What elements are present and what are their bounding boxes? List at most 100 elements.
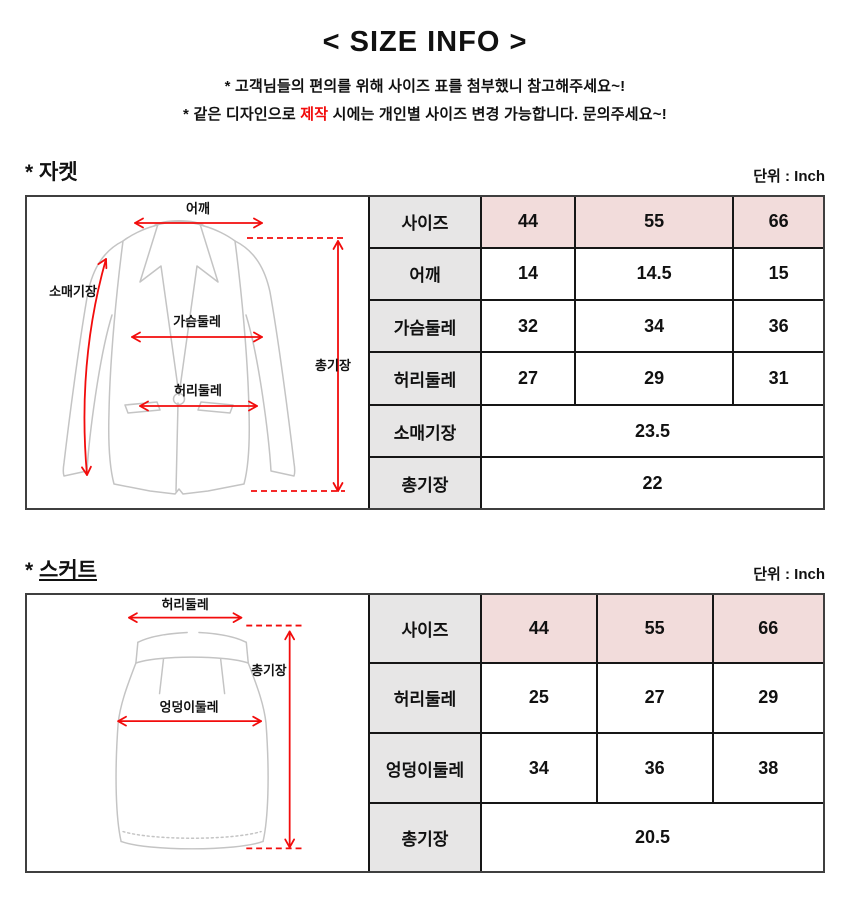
jacket-row-chest-label: 가슴둘레 bbox=[368, 298, 482, 354]
jacket-waist-label: 허리둘레 bbox=[174, 383, 222, 398]
size-info-page: < SIZE INFO > * 고객님들의 편의를 위해 사이즈 표를 첨부했니… bbox=[25, 0, 825, 873]
page-title: < SIZE INFO > bbox=[322, 26, 528, 58]
jacket-total-length-label: 총기장 bbox=[315, 358, 351, 373]
jacket-chest-label: 가슴둘레 bbox=[173, 314, 221, 329]
jacket-panel: 어깨 소매기장 가슴둘레 허리둘레 총기장 사이즈 44 55 66 어깨 14… bbox=[25, 195, 825, 510]
skirt-waist-label: 허리둘레 bbox=[162, 597, 209, 612]
skirt-hem bbox=[120, 840, 264, 850]
skirt-row-length: 총기장 20.5 bbox=[368, 802, 823, 871]
jacket-right-lapel bbox=[178, 223, 219, 396]
jacket-sleeve-value: 23.5 bbox=[480, 403, 823, 459]
jacket-sleeve-length-label: 소매기장 bbox=[49, 284, 97, 299]
notice-line-2-highlight: 제작 bbox=[300, 106, 329, 123]
notice-line-2-prefix: * 같은 디자인으로 bbox=[183, 106, 301, 123]
jacket-table-header-row: 사이즈 44 55 66 bbox=[368, 197, 823, 249]
jacket-header-size-66: 66 bbox=[732, 197, 823, 249]
jacket-row-waist: 허리둘레 27 29 31 bbox=[368, 351, 823, 406]
jacket-row-chest: 가슴둘레 32 34 36 bbox=[368, 298, 823, 354]
skirt-unit-label: 단위 : Inch bbox=[753, 566, 825, 583]
jacket-button bbox=[172, 392, 186, 406]
jacket-length-value: 22 bbox=[480, 456, 823, 508]
skirt-right-side bbox=[247, 662, 269, 843]
jacket-waist-55: 29 bbox=[574, 351, 735, 406]
skirt-hip-66: 38 bbox=[711, 731, 823, 805]
skirt-measure-arrows bbox=[117, 612, 295, 849]
skirt-header-size-55: 55 bbox=[595, 595, 714, 664]
skirt-drawing: 허리둘레 엉덩이둘레 총기장 bbox=[115, 597, 303, 850]
skirt-section-marker: * bbox=[25, 559, 40, 582]
jacket-outline bbox=[62, 220, 296, 495]
jacket-left-lapel bbox=[139, 223, 180, 396]
skirt-left-side bbox=[115, 662, 137, 843]
skirt-section-label: 스커트 bbox=[39, 559, 97, 582]
jacket-row-length-label: 총기장 bbox=[368, 456, 482, 508]
jacket-body bbox=[108, 221, 250, 495]
jacket-row-sleeve-label: 소매기장 bbox=[368, 403, 482, 459]
jacket-header-size-44: 44 bbox=[479, 197, 577, 249]
jacket-row-shoulder-label: 어깨 bbox=[368, 246, 482, 302]
skirt-hem-stitch bbox=[122, 830, 262, 839]
jacket-front-seam bbox=[175, 402, 179, 492]
jacket-section-head: * 자켓 단위 : Inch bbox=[25, 156, 825, 186]
skirt-waist-66: 29 bbox=[711, 661, 823, 734]
skirt-hip-55: 36 bbox=[595, 731, 714, 805]
jacket-section-marker: * bbox=[25, 161, 40, 184]
jacket-chest-55: 34 bbox=[574, 298, 735, 354]
skirt-table-header-row: 사이즈 44 55 66 bbox=[368, 595, 823, 664]
jacket-diagram-labels: 어깨 소매기장 가슴둘레 허리둘레 총기장 bbox=[49, 201, 351, 398]
jacket-waist-66: 31 bbox=[732, 351, 823, 406]
jacket-shoulder-label: 어깨 bbox=[186, 201, 210, 216]
jacket-section-title: * 자켓 bbox=[25, 156, 78, 186]
skirt-hip-label: 엉덩이둘레 bbox=[160, 699, 219, 714]
jacket-shoulder-66: 15 bbox=[732, 246, 823, 302]
jacket-row-waist-label: 허리둘레 bbox=[368, 351, 482, 406]
jacket-header-size-label: 사이즈 bbox=[368, 197, 482, 249]
jacket-header-size-55: 55 bbox=[574, 197, 735, 249]
jacket-row-shoulder: 어깨 14 14.5 15 bbox=[368, 246, 823, 302]
skirt-row-hip: 엉덩이둘레 34 36 38 bbox=[368, 731, 823, 805]
skirt-size-table: 사이즈 44 55 66 허리둘레 25 27 29 엉덩이둘레 34 36 3… bbox=[368, 595, 823, 871]
jacket-shoulder-44: 14 bbox=[479, 246, 577, 302]
skirt-header-size-44: 44 bbox=[480, 595, 598, 664]
jacket-right-pocket bbox=[197, 401, 234, 414]
jacket-row-length: 총기장 22 bbox=[368, 456, 823, 508]
skirt-waist-44: 25 bbox=[480, 661, 598, 734]
jacket-chest-44: 32 bbox=[479, 298, 577, 354]
jacket-collar bbox=[153, 220, 205, 227]
skirt-row-waist-label: 허리둘레 bbox=[368, 661, 482, 734]
jacket-right-sleeve bbox=[234, 240, 296, 477]
skirt-row-waist: 허리둘레 25 27 29 bbox=[368, 661, 823, 734]
jacket-size-table: 사이즈 44 55 66 어깨 14 14.5 15 가슴둘레 32 34 36… bbox=[368, 197, 823, 508]
jacket-unit-label: 단위 : Inch bbox=[753, 168, 825, 185]
skirt-diagram-labels: 허리둘레 엉덩이둘레 총기장 bbox=[160, 597, 287, 715]
skirt-measure-dashes bbox=[246, 624, 303, 850]
skirt-panel: 허리둘레 엉덩이둘레 총기장 사이즈 44 55 66 허리둘레 25 27 2… bbox=[25, 593, 825, 873]
jacket-shoulder-55: 14.5 bbox=[574, 246, 735, 302]
skirt-length-value: 20.5 bbox=[480, 802, 823, 871]
skirt-row-hip-label: 엉덩이둘레 bbox=[368, 731, 482, 805]
skirt-row-length-label: 총기장 bbox=[368, 802, 482, 871]
jacket-left-sleeve bbox=[62, 240, 124, 477]
jacket-chest-66: 36 bbox=[732, 298, 823, 354]
notice-line-1: * 고객님들의 편의를 위해 사이즈 표를 첨부했니 참고해주세요~! bbox=[224, 78, 626, 95]
jacket-diagram: 어깨 소매기장 가슴둘레 허리둘레 총기장 bbox=[27, 197, 368, 508]
jacket-measure-dashes bbox=[247, 237, 345, 492]
skirt-hip-44: 34 bbox=[480, 731, 598, 805]
notice-line-2: * 같은 디자인으로 제작 시에는 개인별 사이즈 변경 가능합니다. 문의주세… bbox=[25, 103, 825, 124]
skirt-waistband-bottom bbox=[135, 656, 250, 664]
jacket-waist-44: 27 bbox=[479, 351, 577, 406]
skirt-header-size-label: 사이즈 bbox=[368, 595, 482, 664]
jacket-measure-arrows bbox=[81, 217, 344, 492]
skirt-diagram: 허리둘레 엉덩이둘레 총기장 bbox=[27, 595, 368, 871]
skirt-section-head: * 스커트 단위 : Inch bbox=[25, 554, 825, 584]
notice-line-2-suffix: 시에는 개인별 사이즈 변경 가능합니다. 문의주세요~! bbox=[328, 106, 667, 123]
skirt-outline bbox=[115, 631, 269, 850]
jacket-row-sleeve: 소매기장 23.5 bbox=[368, 403, 823, 459]
skirt-darts bbox=[158, 658, 226, 695]
skirt-header-size-66: 66 bbox=[711, 595, 823, 664]
skirt-total-length-label: 총기장 bbox=[251, 663, 287, 678]
jacket-section-label: 자켓 bbox=[39, 161, 78, 184]
skirt-waist-55: 27 bbox=[595, 661, 714, 734]
skirt-section-title: * 스커트 bbox=[25, 554, 97, 584]
jacket-drawing: 어깨 소매기장 가슴둘레 허리둘레 총기장 bbox=[49, 201, 351, 495]
